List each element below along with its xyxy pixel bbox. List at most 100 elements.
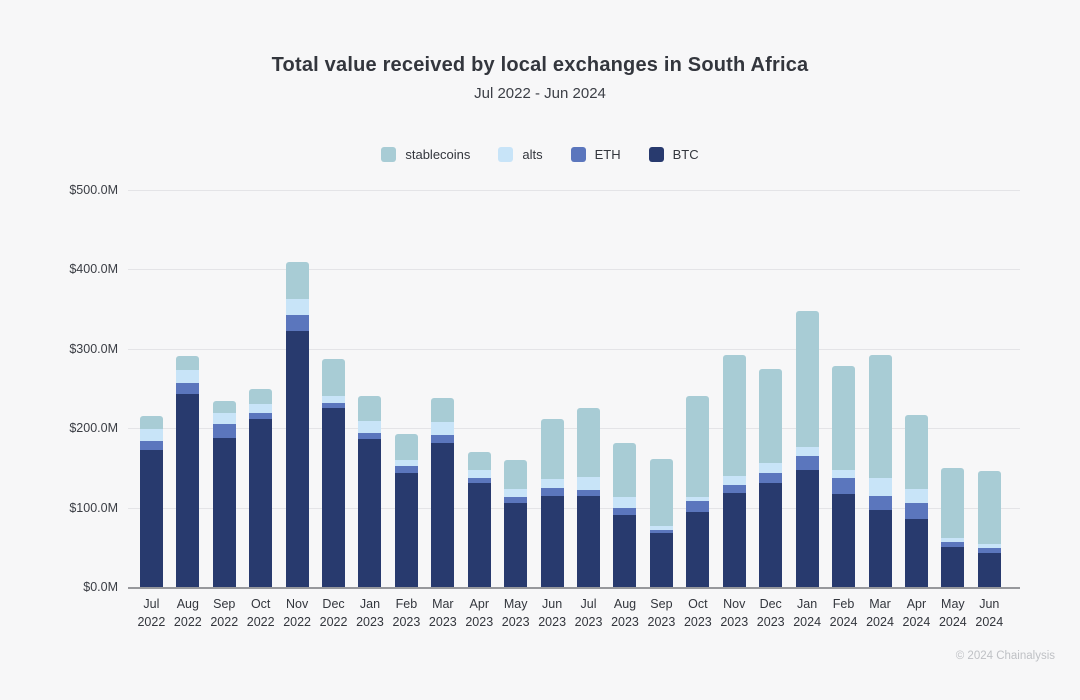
chart-subtitle: Jul 2022 - Jun 2024 [474, 85, 606, 102]
bar-mar-2024 [868, 355, 892, 587]
segment-btc [577, 495, 601, 587]
segment-eth [212, 424, 236, 438]
x-label-year: 2022 [283, 615, 312, 630]
x-axis-label-may-2023: May 2023 [502, 595, 530, 631]
segment-eth [759, 472, 783, 483]
bar-may-2024 [941, 467, 965, 587]
y-axis-tick-label: $100.0M [69, 500, 118, 515]
segment-btc [504, 502, 528, 587]
segment-eth [394, 466, 418, 473]
segment-eth [249, 413, 273, 420]
bar-jul-2023 [577, 407, 601, 587]
legend-label: stablecoins [405, 147, 471, 162]
x-label-month: Apr [906, 597, 927, 611]
segment-eth [868, 495, 892, 510]
x-axis-label-jun-2024: Jun 2024 [975, 595, 1003, 631]
plot-area: $500.0M $400.0M $300.0M $200.0M $100.0M $0.0M… [69, 183, 1020, 629]
legend-swatch-btc [648, 147, 664, 162]
x-axis-label-jun-2023: Jun 2023 [538, 595, 566, 631]
segment-eth [322, 402, 346, 409]
legend-item-btc: BTC [648, 147, 699, 162]
segment-btc [941, 547, 965, 587]
x-axis-label-oct-2022: Oct 2022 [247, 595, 275, 631]
segment-stablecoins [722, 355, 746, 476]
bar-aug-2023 [613, 442, 637, 587]
segment-stablecoins [941, 467, 965, 538]
segment-btc [176, 394, 200, 587]
segment-eth [540, 487, 564, 496]
segment-alts [613, 496, 637, 509]
segment-eth [358, 432, 382, 440]
segment-alts [904, 489, 928, 503]
x-axis-label-apr-2023: Apr 2023 [465, 595, 493, 631]
segment-stablecoins [540, 418, 564, 480]
segment-eth [904, 502, 928, 519]
legend-item-alts: alts [498, 147, 543, 162]
segment-alts [722, 475, 746, 486]
x-axis-label-may-2024: May 2024 [939, 595, 967, 631]
gridline-300m: $300.0M [69, 342, 1020, 356]
segment-eth [285, 314, 309, 331]
x-axis-label-jul-2023: Jul 2023 [575, 595, 603, 631]
x-label-month: Jun [542, 597, 563, 611]
segment-btc [249, 419, 273, 587]
x-label-year: 2023 [574, 615, 603, 630]
segment-btc [394, 472, 418, 587]
x-axis-label-sep-2023: Sep 2023 [648, 595, 676, 631]
segment-eth [139, 440, 163, 451]
y-axis-tick-label: $200.0M [69, 421, 118, 436]
bar-nov-2023 [722, 355, 746, 587]
segment-stablecoins [868, 355, 892, 479]
segment-alts [759, 463, 783, 473]
segment-stablecoins [613, 442, 637, 497]
x-label-year: 2022 [246, 615, 275, 630]
legend-swatch-alts [498, 147, 514, 162]
segment-stablecoins [977, 471, 1001, 545]
segment-btc [977, 552, 1001, 587]
x-label-year: 2023 [683, 615, 712, 630]
x-label-year: 2024 [975, 615, 1004, 630]
segment-btc [904, 518, 928, 587]
segment-eth [722, 485, 746, 494]
legend: stablecoins alts ETH BTC [0, 147, 1080, 162]
x-axis-label-mar-2023: Mar 2023 [429, 595, 457, 631]
bar-dec-2023 [759, 369, 783, 587]
y-axis-tick-label: $500.0M [69, 183, 118, 197]
x-label-month: Dec [759, 597, 782, 611]
bar-dec-2022 [322, 359, 346, 587]
y-axis-tick-label: $300.0M [69, 341, 118, 356]
gridline-400m: $400.0M [69, 262, 1020, 276]
bar-apr-2023 [467, 452, 491, 587]
segment-alts [577, 477, 601, 491]
x-axis-label-dec-2023: Dec 2023 [757, 595, 785, 631]
segment-stablecoins [504, 459, 528, 490]
segment-btc [613, 514, 637, 587]
segment-btc [649, 533, 673, 587]
bar-feb-2023 [394, 433, 418, 587]
segment-alts [322, 396, 346, 403]
x-label-year: 2022 [319, 615, 348, 630]
x-label-year: 2023 [720, 615, 749, 630]
x-axis-label-aug-2022: Aug 2022 [174, 595, 202, 631]
segment-btc [686, 511, 710, 587]
x-label-year: 2023 [428, 615, 457, 630]
segment-stablecoins [249, 388, 273, 405]
segment-stablecoins [577, 407, 601, 478]
segment-stablecoins [285, 262, 309, 299]
x-label-year: 2024 [829, 615, 858, 630]
segment-alts [249, 404, 273, 414]
chart-title: Total value received by local exchanges … [271, 54, 809, 76]
bar-jun-2024 [977, 471, 1001, 587]
segment-alts [394, 459, 418, 467]
x-label-year: 2023 [356, 615, 384, 630]
x-axis-label-feb-2023: Feb 2023 [393, 595, 421, 631]
segment-alts [212, 413, 236, 425]
x-label-month: Oct [688, 597, 708, 611]
bar-nov-2022 [285, 262, 309, 587]
y-axis-tick-label: $400.0M [69, 262, 118, 277]
x-label-month: Aug [613, 597, 637, 611]
bar-aug-2022 [176, 355, 200, 587]
segment-btc [285, 330, 309, 587]
bar-jan-2024 [795, 310, 819, 587]
